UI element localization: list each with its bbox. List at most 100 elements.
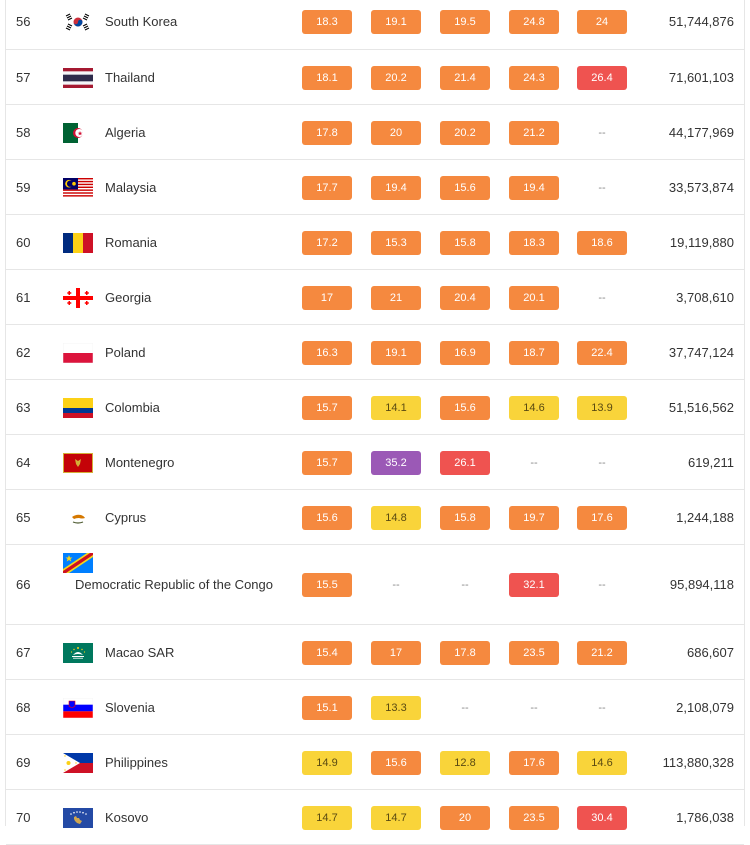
population-value: 1,244,188 (676, 509, 734, 525)
value-badge: 21 (371, 285, 421, 310)
population-value: 2,108,079 (676, 699, 734, 715)
population-value: 113,880,328 (662, 754, 734, 770)
table-row[interactable]: 65 Cyprus 15.6 14.8 15.8 19.7 17.6 1,244,188 (6, 490, 744, 545)
country-name[interactable]: Georgia (105, 289, 152, 305)
value-badge: 15.6 (440, 175, 490, 200)
macao-flag (63, 642, 93, 663)
value-badge: 24 (577, 10, 627, 34)
country-name[interactable]: Montenegro (105, 454, 175, 470)
population-value: 95,894,118 (669, 577, 734, 592)
country-name[interactable]: Thailand (105, 69, 155, 85)
value-badge: -- (598, 579, 606, 591)
value-badge: 20.2 (371, 65, 421, 90)
value-badge: 15.3 (371, 230, 421, 255)
value-badge: 17.2 (302, 230, 352, 255)
value-badge: 17.6 (577, 505, 627, 530)
country-name[interactable]: Malaysia (105, 179, 157, 195)
table-row[interactable]: 66 Democratic Republic of the Congo 15.5 --… (6, 545, 744, 625)
value-badge: 14.8 (371, 505, 421, 530)
value-badge: 18.1 (302, 65, 352, 90)
country-name[interactable]: Philippines (105, 754, 168, 770)
table-row[interactable]: 69 Philippines 14.9 15.6 12.8 17.6 14.6 113,880… (6, 735, 744, 790)
value-badge: 19.1 (371, 10, 421, 34)
montenegro-flag (63, 452, 93, 473)
value-badge: 15.7 (302, 450, 352, 475)
table-row[interactable]: 59 Malaysia 17.7 19.4 15.6 19.4 -- 33,573,874 (6, 160, 744, 215)
rank-number: 64 (16, 454, 31, 470)
table-row[interactable]: 62 Poland 16.3 19.1 16.9 18.7 22.4 37,747,124 (6, 325, 744, 380)
value-badge: -- (392, 579, 400, 591)
value-badge: -- (530, 456, 538, 469)
value-badge: 17.7 (302, 175, 352, 200)
country-name[interactable]: Kosovo (105, 809, 149, 825)
country-name[interactable]: Slovenia (105, 699, 155, 715)
table-row[interactable]: 58 Algeria 17.8 20 20.2 21.2 -- 44,177,969 (6, 105, 744, 160)
country-name[interactable]: Cyprus (105, 509, 147, 525)
dr-congo-flag (63, 553, 93, 573)
value-badge: 14.9 (302, 750, 352, 775)
table-row[interactable]: 70 Kosovo 14.7 14.7 20 23.5 30.4 1,786,038 (6, 790, 744, 845)
ranking-table: 56 South Korea 18.3 19.1 19.5 24.8 24 51,744,87… (5, 0, 745, 845)
value-badge: 21.2 (577, 640, 627, 665)
value-badge: -- (461, 701, 469, 714)
country-name[interactable]: Romania (105, 234, 158, 250)
value-badge: -- (598, 456, 606, 469)
rank-number: 61 (16, 289, 31, 305)
table-row[interactable]: 56 South Korea 18.3 19.1 19.5 24.8 24 51,744,87… (6, 0, 744, 50)
value-badge: 16.9 (440, 340, 490, 365)
value-badge: 17.6 (509, 750, 559, 775)
table-row[interactable]: 68 Slovenia 15.1 13.3 -- -- -- 2,108,079 (6, 680, 744, 735)
value-badge: 19.7 (509, 505, 559, 530)
population-value: 51,744,876 (668, 14, 734, 29)
population-value: 19,119,880 (669, 234, 734, 250)
population-value: 686,607 (687, 644, 734, 660)
value-badge: 12.8 (440, 750, 490, 775)
country-name[interactable]: Democratic Republic of the Congo (75, 577, 273, 592)
value-badge: 20 (371, 120, 421, 145)
value-badge: 21.2 (509, 120, 559, 145)
value-badge: 18.3 (509, 230, 559, 255)
table-row[interactable]: 57 Thailand 18.1 20.2 21.4 24.3 26.4 71,601,103 (6, 50, 744, 105)
country-name[interactable]: Colombia (105, 399, 160, 415)
malaysia-flag (63, 177, 93, 198)
value-badge: 15.6 (371, 750, 421, 775)
value-badge: -- (598, 181, 606, 194)
population-value: 619,211 (687, 454, 734, 470)
value-badge: 14.6 (577, 750, 627, 775)
value-badge: 21.4 (440, 65, 490, 90)
table-row[interactable]: 60 Romania 17.2 15.3 15.8 18.3 18.6 19,119,880 (6, 215, 744, 270)
population-value: 44,177,969 (668, 124, 734, 140)
rank-number: 59 (16, 179, 31, 195)
rank-number: 60 (16, 234, 31, 250)
value-badge: 14.1 (371, 395, 421, 420)
value-badge: 19.4 (371, 175, 421, 200)
value-badge: 17 (371, 640, 421, 665)
value-badge: 15.4 (302, 640, 352, 665)
table-row[interactable]: 61 Georgia 17 21 20.4 20.1 -- 3,708,610 (6, 270, 744, 325)
rank-number: 57 (16, 69, 31, 85)
rank-number: 56 (16, 14, 31, 29)
rank-number: 66 (16, 577, 31, 592)
value-badge: -- (598, 126, 606, 139)
country-name[interactable]: Macao SAR (105, 644, 175, 660)
value-badge: 16.3 (302, 340, 352, 365)
value-badge: -- (598, 701, 606, 714)
value-badge: 19.4 (509, 175, 559, 200)
value-badge: 14.6 (509, 395, 559, 420)
value-badge: -- (461, 579, 469, 591)
table-row[interactable]: 64 Montenegro 15.7 35.2 26.1 -- -- 619,211 (6, 435, 744, 490)
table-row[interactable]: 63 Colombia 15.7 14.1 15.6 14.6 13.9 51,516,562 (6, 380, 744, 435)
value-badge: -- (530, 701, 538, 714)
colombia-flag (63, 397, 93, 418)
table-row[interactable]: 67 Macao SAR 15.4 17 17.8 23.5 21.2 686,607 (6, 625, 744, 680)
value-badge: 35.2 (371, 450, 421, 475)
population-value: 71,601,103 (668, 69, 734, 85)
country-name[interactable]: South Korea (105, 14, 178, 29)
value-badge: 22.4 (577, 340, 627, 365)
country-name[interactable]: Poland (105, 344, 146, 360)
country-name[interactable]: Algeria (105, 124, 146, 140)
value-badge: 18.6 (577, 230, 627, 255)
value-badge: 15.7 (302, 395, 352, 420)
thailand-flag (63, 67, 93, 88)
value-badge: 17.8 (302, 120, 352, 145)
